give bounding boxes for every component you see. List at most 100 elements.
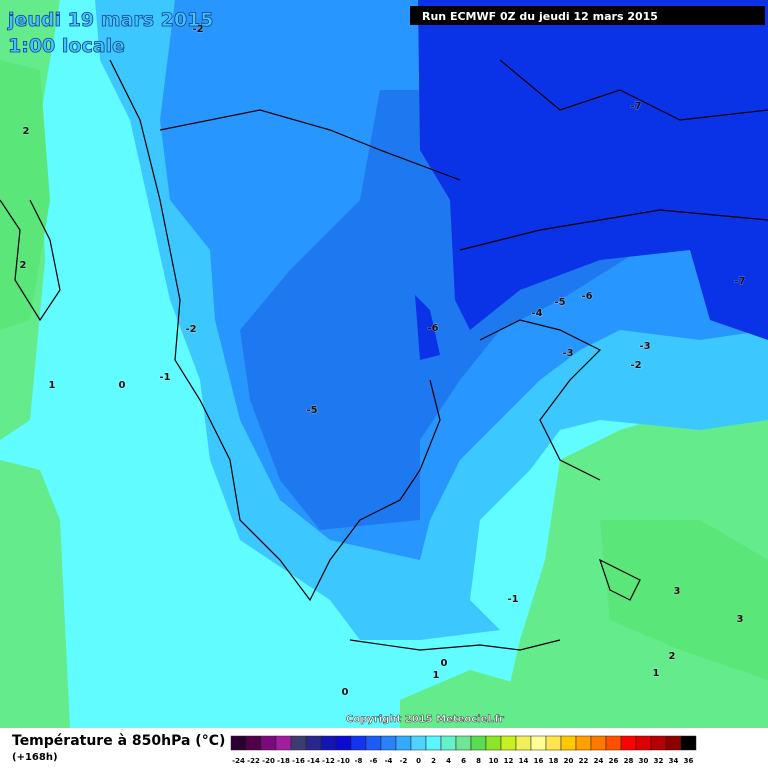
forecast-date: jeudi 19 mars 2015 xyxy=(7,9,214,31)
scale-label: 6 xyxy=(461,757,466,765)
run-label: Run ECMWF 0Z du jeudi 12 mars 2015 xyxy=(422,10,658,23)
contour-label: 2 xyxy=(20,260,27,271)
color-scale: -24 -22 -20 -18 -16 -14 -12 -10 -8 -6 -4 -2 0 2 4 6 8 10 1… xyxy=(230,735,697,765)
scale-swatch xyxy=(335,735,352,751)
scale-label: 2 xyxy=(431,757,436,765)
scale-label: 34 xyxy=(669,757,679,765)
contour-label: -7 xyxy=(630,101,641,112)
legend-subtitle: (+168h) xyxy=(12,752,58,763)
scale-label: -6 xyxy=(370,757,378,765)
contour-label: 3 xyxy=(737,614,744,625)
scale-label: 22 xyxy=(579,757,589,765)
scale-label: 28 xyxy=(624,757,634,765)
scale-swatch xyxy=(620,735,637,751)
scale-swatch xyxy=(395,735,412,751)
scale-label: -8 xyxy=(355,757,363,765)
scale-swatch xyxy=(260,735,277,751)
scale-label: -14 xyxy=(307,757,320,765)
scale-label: 18 xyxy=(549,757,559,765)
contour-label: -5 xyxy=(306,405,317,416)
scale-label: 26 xyxy=(609,757,619,765)
scale-label: -18 xyxy=(277,757,290,765)
scale-swatch xyxy=(635,735,652,751)
contour-label: -4 xyxy=(531,308,542,319)
scale-label: -20 xyxy=(262,757,275,765)
scale-label: 0 xyxy=(416,757,421,765)
scale-swatch xyxy=(605,735,622,751)
scale-label: 14 xyxy=(519,757,529,765)
contour-label: 2 xyxy=(23,126,30,137)
warm-area-south xyxy=(400,670,540,728)
scale-swatch xyxy=(470,735,487,751)
scale-label: 32 xyxy=(654,757,664,765)
scale-label: 8 xyxy=(476,757,481,765)
contour-label: -2 xyxy=(630,360,641,371)
scale-swatch xyxy=(500,735,517,751)
scale-swatch xyxy=(575,735,592,751)
contour-label: 0 xyxy=(441,658,448,669)
scale-swatch xyxy=(455,735,472,751)
scale-swatch xyxy=(275,735,292,751)
coldest-area xyxy=(418,0,768,340)
scale-swatch xyxy=(665,735,682,751)
scale-label: 24 xyxy=(594,757,604,765)
scale-label: 10 xyxy=(489,757,499,765)
contour-label: 3 xyxy=(674,586,681,597)
contour-label: -1 xyxy=(159,372,170,383)
scale-swatch xyxy=(545,735,562,751)
contour-label: -1 xyxy=(507,594,518,605)
legend-title: Température à 850hPa (°C) xyxy=(12,733,225,749)
contour-label: 2 xyxy=(669,651,676,662)
scale-swatch xyxy=(560,735,577,751)
contour-label: -6 xyxy=(581,291,592,302)
scale-swatch xyxy=(590,735,607,751)
scale-swatch xyxy=(410,735,427,751)
run-box xyxy=(410,6,765,25)
coastlines xyxy=(0,59,768,651)
scale-label: 20 xyxy=(564,757,574,765)
scale-label: -22 xyxy=(247,757,260,765)
scale-label: -10 xyxy=(337,757,350,765)
contour-label: 1 xyxy=(653,668,660,679)
scale-swatch xyxy=(320,735,337,751)
contour-label: -3 xyxy=(562,348,573,359)
scale-label: 36 xyxy=(684,757,694,765)
contour-label: -2 xyxy=(185,324,196,335)
scale-label: -2 xyxy=(400,757,408,765)
copyright: Copyright 2015 Meteociel.fr xyxy=(346,714,504,725)
contour-label: -5 xyxy=(554,297,565,308)
contour-label: 1 xyxy=(49,380,56,391)
scale-swatch xyxy=(245,735,262,751)
scale-label: -24 xyxy=(232,757,245,765)
scale-label: 12 xyxy=(504,757,514,765)
scale-swatch xyxy=(365,735,382,751)
scale-label: -4 xyxy=(385,757,393,765)
contour-label: -6 xyxy=(427,323,438,334)
contour-label: -7 xyxy=(734,276,745,287)
scale-label: 16 xyxy=(534,757,544,765)
coldest-pocket xyxy=(415,295,440,360)
scale-swatch xyxy=(650,735,667,751)
contour-label: 0 xyxy=(342,687,349,698)
scale-swatch xyxy=(440,735,457,751)
scale-swatch xyxy=(530,735,547,751)
warm-area-east-core xyxy=(600,520,768,680)
warm-area-west-core xyxy=(0,60,50,330)
scale-swatch xyxy=(425,735,442,751)
forecast-time: 1:00 locale xyxy=(8,35,125,57)
contour-label: -2 xyxy=(192,24,203,35)
scale-swatch xyxy=(230,735,247,751)
scale-swatch xyxy=(380,735,397,751)
scale-label: -12 xyxy=(322,757,335,765)
scale-swatch xyxy=(485,735,502,751)
scale-swatch xyxy=(350,735,367,751)
scale-swatch xyxy=(515,735,532,751)
scale-swatch xyxy=(305,735,322,751)
scale-label: 30 xyxy=(639,757,649,765)
scale-label: -16 xyxy=(292,757,305,765)
contour-label: 1 xyxy=(433,670,440,681)
contour-label: -3 xyxy=(639,341,650,352)
contour-label: 0 xyxy=(119,380,126,391)
